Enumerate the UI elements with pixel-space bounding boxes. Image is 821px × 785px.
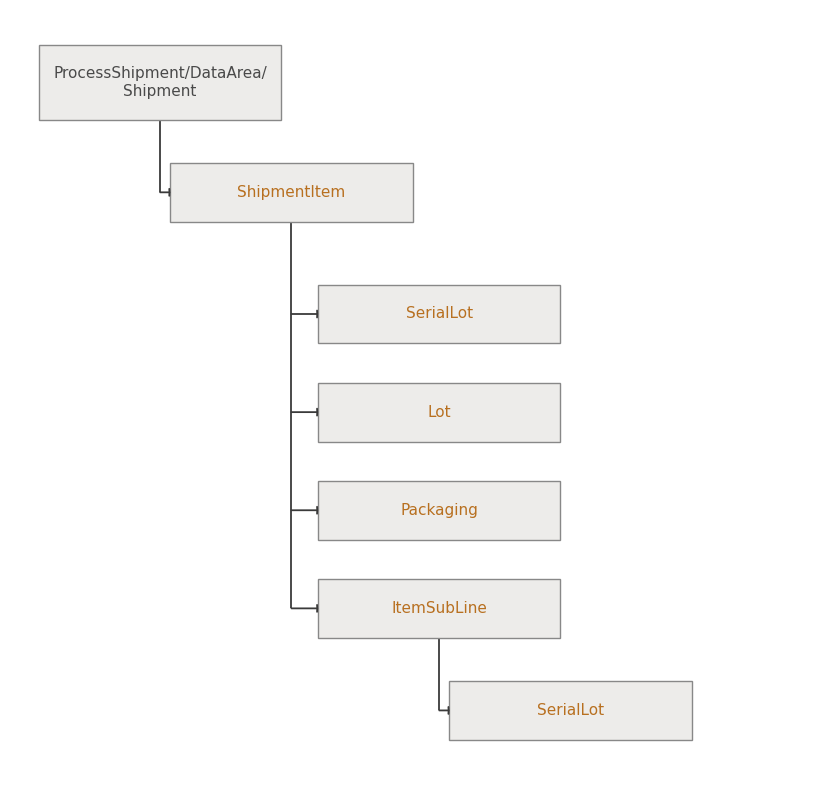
FancyBboxPatch shape: [319, 579, 561, 637]
FancyBboxPatch shape: [39, 46, 281, 119]
Text: Lot: Lot: [428, 404, 451, 420]
FancyBboxPatch shape: [319, 480, 561, 540]
FancyBboxPatch shape: [450, 681, 692, 739]
Text: SerialLot: SerialLot: [406, 306, 473, 322]
Text: ShipmentItem: ShipmentItem: [237, 184, 346, 200]
Text: ItemSubLine: ItemSubLine: [392, 601, 487, 616]
FancyBboxPatch shape: [319, 285, 561, 344]
Text: SerialLot: SerialLot: [537, 703, 604, 718]
Text: ProcessShipment/DataArea/
Shipment: ProcessShipment/DataArea/ Shipment: [53, 66, 267, 99]
FancyBboxPatch shape: [319, 383, 561, 441]
Text: Packaging: Packaging: [401, 502, 478, 518]
FancyBboxPatch shape: [171, 163, 412, 221]
